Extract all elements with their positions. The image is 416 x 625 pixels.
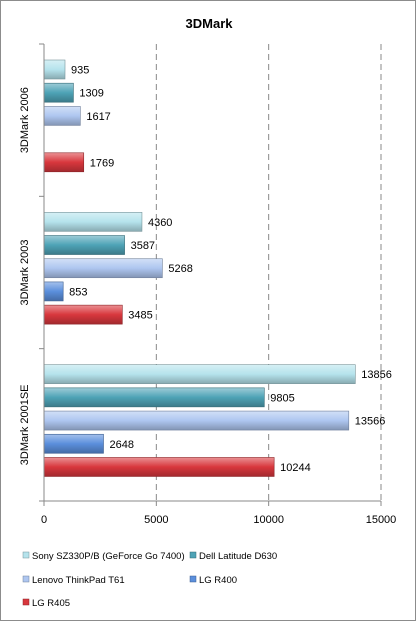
chart-title: 3DMark (186, 16, 234, 31)
legend-label: Dell Latitude D630 (199, 551, 277, 562)
data-label: 13856 (361, 369, 392, 381)
legend-label: Lenovo ThinkPad T61 (32, 575, 125, 586)
bar-3dmark-2003-lenovo-thinkpad-t61 (43, 258, 163, 279)
x-tick-label: 15000 (366, 514, 397, 526)
bar-3dmark-2001se-lenovo-thinkpad-t61 (43, 410, 350, 431)
legend-swatch (22, 575, 30, 583)
data-label: 5268 (168, 263, 192, 275)
bar-3dmark-2003-sony-sz330p-b-geforce-go-7400 (43, 212, 143, 232)
bar-3dmark-2006-dell-latitude-d630 (43, 82, 74, 103)
data-label: 10244 (280, 462, 311, 474)
data-label: 3485 (128, 310, 152, 322)
data-label: 935 (71, 65, 89, 77)
data-label: 4360 (148, 217, 172, 229)
legend-item-dell-latitude-d630: Dell Latitude D630 (189, 551, 277, 562)
data-label: 1617 (86, 111, 110, 123)
data-label: 3587 (131, 240, 155, 252)
legend-item-lg-r405: LG R405 (22, 598, 70, 609)
bar-3dmark-2006-lenovo-thinkpad-t61 (43, 106, 81, 126)
data-label: 1309 (79, 88, 103, 100)
category-label: 3DMark 2001SE (19, 384, 31, 465)
bar-3dmark-2006-lg-r405 (43, 152, 85, 173)
legend-swatch (22, 598, 30, 606)
legend: Sony SZ330P/B (GeForce Go 7400) Dell Lati… (22, 551, 277, 609)
legend-label: LG R405 (32, 598, 70, 609)
x-tick-label: 0 (41, 514, 47, 526)
bar-3dmark-2001se-dell-latitude-d630 (43, 387, 265, 408)
bar-3dmark-2001se-sony-sz330p-b-geforce-go-7400 (43, 364, 356, 384)
category-label: 3DMark 2003 (19, 239, 31, 305)
data-label: 853 (69, 286, 87, 298)
legend-label: Sony SZ330P/B (GeForce Go 7400) (32, 551, 185, 562)
category-label: 3DMark 2006 (19, 87, 31, 153)
legend-swatch (189, 575, 197, 583)
legend-item-lg-r400: LG R400 (189, 575, 237, 586)
bar-3dmark-2006-sony-sz330p-b-geforce-go-7400 (43, 59, 66, 80)
data-label: 9805 (270, 392, 294, 404)
legend-label: LG R400 (199, 575, 237, 586)
bar-3dmark-2001se-lg-r400 (43, 433, 104, 454)
legend-swatch (22, 551, 30, 559)
x-tick-label: 10000 (253, 514, 284, 526)
axes: 0 5000 10000 15000 3DMark 2006 3DMark 2003 3DM… (19, 43, 397, 526)
bar-3dmark-2003-dell-latitude-d630 (43, 235, 125, 255)
legend-swatch (189, 551, 197, 559)
x-tick-label: 5000 (144, 514, 168, 526)
bar-3dmark-2003-lg-r400 (43, 281, 64, 302)
data-label: 1769 (90, 157, 114, 169)
legend-item-sony-sz330p-b-geforce-go-7400: Sony SZ330P/B (GeForce Go 7400) (22, 551, 185, 562)
data-label: 2648 (109, 439, 133, 451)
data-label: 13566 (355, 416, 386, 428)
bar-3dmark-2003-lg-r405 (43, 304, 123, 325)
bar-3dmark-2001se-lg-r405 (43, 457, 275, 477)
legend-item-lenovo-thinkpad-t61: Lenovo ThinkPad T61 (22, 575, 125, 586)
bars: 935 1309 1617 1769 4360 3587 5268 853 3485 13856 9… (43, 59, 392, 477)
